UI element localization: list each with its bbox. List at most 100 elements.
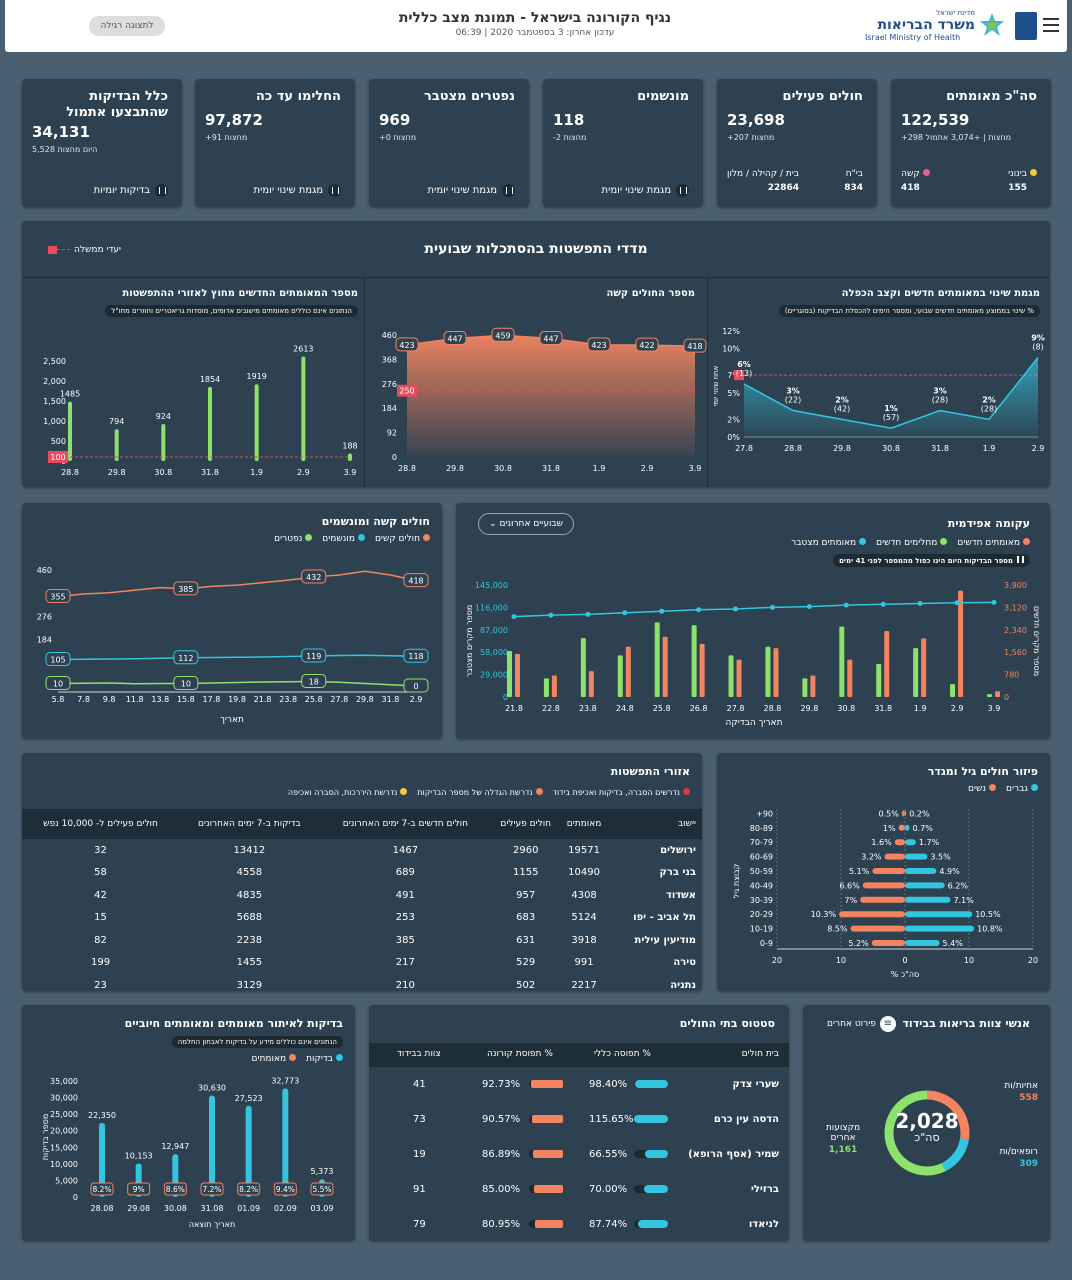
x-tick-label: 2.9 [1032, 444, 1045, 453]
data-label: 32,773 [271, 1076, 299, 1085]
y-right-tick: 2,340 [1004, 626, 1027, 635]
data-label-box [45, 675, 71, 690]
col-hospital[interactable]: בית חולים [741, 1049, 779, 1059]
data-label-box [395, 337, 419, 352]
bar-women [860, 896, 905, 903]
y-tick-label: 0% [727, 433, 740, 442]
kpi-confirmed: סה"כ מאומתים 122,539 +298 מחצות | +3,074… [891, 79, 1051, 207]
period-dropdown[interactable]: שבועיים אחרונים ⌄ [478, 513, 574, 535]
data-label: 1919 [246, 372, 266, 381]
col-general[interactable]: % תפוסה כללי [594, 1049, 651, 1059]
y-tick-label: 80-89 [750, 824, 773, 833]
bar [114, 429, 119, 461]
data-label-box [301, 648, 327, 663]
table-header-row: יישוב מאומתים חולים פעילים חולים חדשים ב… [22, 809, 702, 839]
col-staff[interactable]: צוות בבידוד [397, 1049, 441, 1059]
data-label: 112 [178, 654, 193, 663]
table-row[interactable]: ירושלים 19571 2960 1467 13412 32 [22, 839, 702, 862]
col-corona[interactable]: % תפוסת קורונה [487, 1049, 553, 1059]
table-row[interactable]: מודיעין עילית 3918 631 385 2238 82 [22, 929, 702, 952]
data-label: 3.2% [861, 853, 882, 862]
period-dropdown-label: שבועיים אחרונים [499, 519, 563, 529]
epi-title: עקומה אפידמית [947, 517, 1030, 530]
trend-button[interactable]: מגמת שינוי יומית [254, 184, 341, 197]
x-tick-label: 22.8 [542, 704, 560, 713]
table-cell: תל אביב - יפו [633, 912, 696, 924]
table-row[interactable]: נתניה 2217 502 210 3129 23 [22, 974, 702, 991]
data-label: 10.8% [977, 925, 1003, 934]
bar-recovered [507, 651, 512, 697]
cumulative-point [696, 607, 702, 613]
bar-men [905, 911, 973, 918]
x-tick-label: 25.8 [305, 695, 323, 704]
y-right-tick: 1,560 [1004, 648, 1027, 657]
hospital-row[interactable]: שמיר (אסף הרופא) 66.55% 86.89% 19 [369, 1137, 789, 1172]
positive-label: 8.6% [166, 1185, 185, 1194]
data-label: 5,373 [311, 1167, 334, 1176]
x-tick-label: 30.8 [837, 704, 855, 713]
bar-recovered [654, 622, 660, 697]
legend-orange-zone: נדרשת הגדלה של מספר הבדיקות [417, 788, 543, 797]
kpi-value: 97,872 [205, 111, 263, 129]
table-cell: 689 [395, 867, 415, 879]
kpi-recovered: החלימו עד כה 97,872 +91 מחצות מגמת שינוי… [195, 79, 355, 207]
y-tick-label: 20,000 [50, 1127, 78, 1136]
col-new7[interactable]: חולים חדשים ב-7 ימים האחרונים [319, 809, 492, 839]
x-tick-label: 2.9 [410, 695, 423, 704]
general-value: 115.65% [589, 1114, 634, 1125]
menu-icon[interactable] [1043, 18, 1059, 32]
hospital-label: בי"ח [845, 169, 863, 179]
hospital-row[interactable]: שערי צדק 98.40% 92.73% 41 [369, 1067, 789, 1102]
trend-button[interactable]: מגמת שינוי יומית [428, 184, 515, 197]
data-label: 22,350 [88, 1111, 116, 1120]
table-cell: 2217 [571, 979, 597, 991]
chart1-note: % שינוי בממוצע מאומתים חדשים שבועי, ומספ… [778, 305, 1040, 317]
y-tick-label: 10% [722, 345, 740, 354]
bar-chart-icon [155, 184, 168, 197]
details-button[interactable]: ≡ פירוט אחרים [827, 1016, 896, 1032]
data-label: 418 [687, 342, 702, 351]
y-tick-label: +90 [756, 809, 773, 818]
hospital-name: שמיר (אסף הרופא) [688, 1149, 779, 1160]
daily-tests-button[interactable]: בדיקות יומיות [94, 184, 168, 197]
kpi-title: החלימו עד כה [255, 89, 341, 104]
table-row[interactable]: אשדוד 4308 957 491 4835 42 [22, 884, 702, 907]
epidemic-curve-chart: 0 29,000 58,000 87,000 116,000 145,000 0 780 1,5… [465, 581, 1041, 728]
cumulative-point [954, 600, 960, 606]
hospitals-panel: סטטוס בתי החולים בית חולים % תפוסה כללי … [369, 1005, 789, 1241]
x-tick-label: 27.8 [735, 444, 753, 453]
table-row[interactable]: טירה 991 529 217 1455 199 [22, 952, 702, 975]
col-per10k[interactable]: חולים פעילים ל- 10,000 נפש [22, 809, 180, 839]
positive-box [127, 1182, 151, 1196]
general-bar-track [634, 1150, 668, 1158]
y-axis-label: מספר בדיקות [41, 1114, 50, 1161]
data-label-box [45, 588, 71, 603]
col-tests7[interactable]: בדיקות ב-7 ימים האחרונים [179, 809, 320, 839]
col-city[interactable]: יישוב [607, 809, 702, 839]
hospital-row[interactable]: הדסה עין כרם 115.65% 90.57% 73 [369, 1102, 789, 1137]
hospital-row[interactable]: לניאדו 87.74% 80.95% 79 [369, 1207, 789, 1242]
trend-button[interactable]: מגמת שינוי יומית [602, 184, 689, 197]
x-tick-label: 03.09 [311, 1204, 334, 1213]
y-tick-label: 276 [37, 612, 52, 621]
data-label-box [635, 337, 659, 352]
table-row[interactable]: תל אביב - יפו 5124 683 253 5688 15 [22, 907, 702, 930]
view-mode-button[interactable]: לתצוגה רגילה [89, 16, 165, 36]
x-axis-label: תאריך תוצאה [189, 1220, 236, 1229]
x-tick-label: 21.8 [505, 704, 523, 713]
col-active[interactable]: חולים פעילים [491, 809, 561, 839]
data-label: 10.3% [811, 910, 837, 919]
data-label: 3% [933, 387, 947, 396]
col-confirmed[interactable]: מאומתים [560, 809, 608, 839]
bar-confirmed [921, 638, 927, 697]
x-tick-label: 31.8 [201, 468, 219, 477]
x-tick-label: 28.08 [91, 1204, 114, 1213]
outside-zones-chart: 05001,0001,5002,0002,500148528.879429.89… [43, 344, 358, 477]
table-row[interactable]: בני ברק 10490 1155 689 4558 58 [22, 862, 702, 885]
hospital-row[interactable]: ברזילי 70.00% 85.00% 91 [369, 1172, 789, 1207]
bar-women [839, 911, 905, 918]
donut-center [895, 1101, 959, 1165]
bar-recovered [913, 648, 919, 697]
bar-women [894, 839, 905, 846]
legend-deaths: נפטרים [274, 534, 313, 544]
